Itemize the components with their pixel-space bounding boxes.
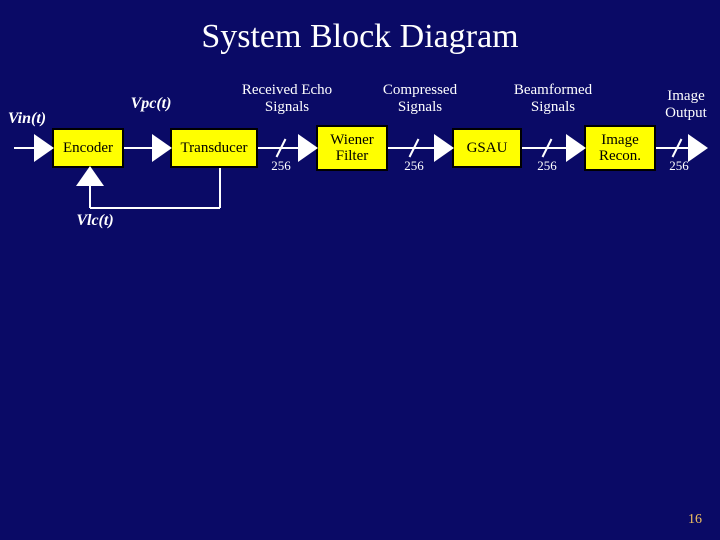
wires-svg xyxy=(0,0,720,540)
page-number: 16 xyxy=(688,512,702,528)
stage: System Block Diagram Received Echo Signa… xyxy=(0,0,720,540)
